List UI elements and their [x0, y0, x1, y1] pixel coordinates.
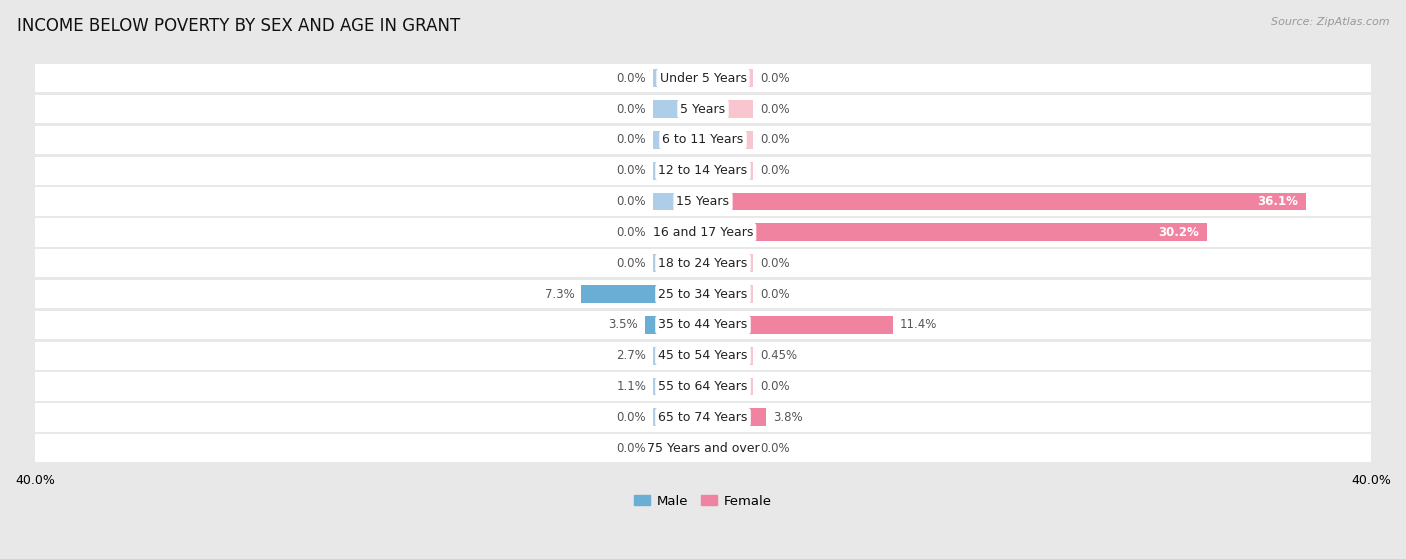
Bar	[703, 224, 754, 241]
Bar	[652, 439, 703, 457]
Bar	[703, 131, 754, 149]
Bar	[35, 126, 1371, 154]
Bar	[703, 69, 754, 87]
Bar	[35, 403, 1371, 432]
Bar	[703, 100, 754, 118]
Bar	[35, 249, 1371, 277]
Bar	[703, 254, 754, 272]
Text: 65 to 74 Years: 65 to 74 Years	[658, 411, 748, 424]
Bar	[703, 409, 766, 427]
Bar	[658, 347, 703, 364]
Text: 0.0%: 0.0%	[617, 134, 647, 146]
Bar	[703, 224, 1208, 241]
Bar	[652, 409, 703, 427]
Bar	[35, 187, 1371, 216]
Text: 0.0%: 0.0%	[759, 442, 789, 454]
Text: 6 to 11 Years: 6 to 11 Years	[662, 134, 744, 146]
Bar	[703, 377, 754, 395]
Bar	[652, 69, 703, 87]
Bar	[652, 162, 703, 179]
Bar	[35, 64, 1371, 92]
Bar	[652, 285, 703, 303]
Bar	[35, 342, 1371, 370]
Text: 7.3%: 7.3%	[544, 287, 575, 301]
Bar	[703, 193, 1306, 211]
Bar	[35, 157, 1371, 185]
Text: 0.0%: 0.0%	[759, 72, 789, 85]
Bar	[652, 193, 703, 211]
Text: 0.0%: 0.0%	[617, 257, 647, 269]
Bar	[652, 131, 703, 149]
Bar	[703, 439, 754, 457]
Bar	[581, 285, 703, 303]
Text: 36.1%: 36.1%	[1257, 195, 1298, 208]
Bar	[652, 377, 703, 395]
Bar	[35, 218, 1371, 247]
Text: 25 to 34 Years: 25 to 34 Years	[658, 287, 748, 301]
Text: 5 Years: 5 Years	[681, 102, 725, 116]
Text: 0.0%: 0.0%	[759, 134, 789, 146]
Bar	[703, 347, 710, 364]
Text: 45 to 54 Years: 45 to 54 Years	[658, 349, 748, 362]
Text: 0.0%: 0.0%	[617, 102, 647, 116]
Bar	[652, 224, 703, 241]
Bar	[685, 377, 703, 395]
Text: 18 to 24 Years: 18 to 24 Years	[658, 257, 748, 269]
Bar	[35, 311, 1371, 339]
Bar	[35, 280, 1371, 308]
Text: 3.5%: 3.5%	[609, 319, 638, 331]
Text: 55 to 64 Years: 55 to 64 Years	[658, 380, 748, 393]
Text: 16 and 17 Years: 16 and 17 Years	[652, 226, 754, 239]
Legend: Male, Female: Male, Female	[628, 490, 778, 513]
Bar	[35, 95, 1371, 123]
Text: 0.0%: 0.0%	[617, 411, 647, 424]
Text: 0.0%: 0.0%	[617, 164, 647, 177]
Bar	[652, 254, 703, 272]
Text: 0.45%: 0.45%	[759, 349, 797, 362]
Text: 0.0%: 0.0%	[759, 257, 789, 269]
Bar	[703, 316, 893, 334]
Text: 0.0%: 0.0%	[759, 164, 789, 177]
Text: 12 to 14 Years: 12 to 14 Years	[658, 164, 748, 177]
Text: 0.0%: 0.0%	[617, 226, 647, 239]
Text: 1.1%: 1.1%	[616, 380, 647, 393]
Text: 35 to 44 Years: 35 to 44 Years	[658, 319, 748, 331]
Text: 3.8%: 3.8%	[773, 411, 803, 424]
Bar	[35, 434, 1371, 462]
Text: Source: ZipAtlas.com: Source: ZipAtlas.com	[1271, 17, 1389, 27]
Text: 30.2%: 30.2%	[1159, 226, 1199, 239]
Bar	[703, 285, 754, 303]
Bar	[703, 162, 754, 179]
Bar	[652, 316, 703, 334]
Bar	[703, 316, 754, 334]
Text: 0.0%: 0.0%	[759, 102, 789, 116]
Text: 0.0%: 0.0%	[617, 72, 647, 85]
Bar	[703, 409, 754, 427]
Bar	[703, 347, 754, 364]
Bar	[703, 193, 754, 211]
Text: 75 Years and over: 75 Years and over	[647, 442, 759, 454]
Text: 2.7%: 2.7%	[616, 349, 647, 362]
Text: 11.4%: 11.4%	[900, 319, 938, 331]
Text: 15 Years: 15 Years	[676, 195, 730, 208]
Bar	[652, 347, 703, 364]
Text: 0.0%: 0.0%	[617, 442, 647, 454]
Bar	[35, 372, 1371, 401]
Text: 0.0%: 0.0%	[759, 287, 789, 301]
Bar	[652, 100, 703, 118]
Text: 0.0%: 0.0%	[759, 380, 789, 393]
Text: INCOME BELOW POVERTY BY SEX AND AGE IN GRANT: INCOME BELOW POVERTY BY SEX AND AGE IN G…	[17, 17, 460, 35]
Bar	[644, 316, 703, 334]
Text: 0.0%: 0.0%	[617, 195, 647, 208]
Text: Under 5 Years: Under 5 Years	[659, 72, 747, 85]
